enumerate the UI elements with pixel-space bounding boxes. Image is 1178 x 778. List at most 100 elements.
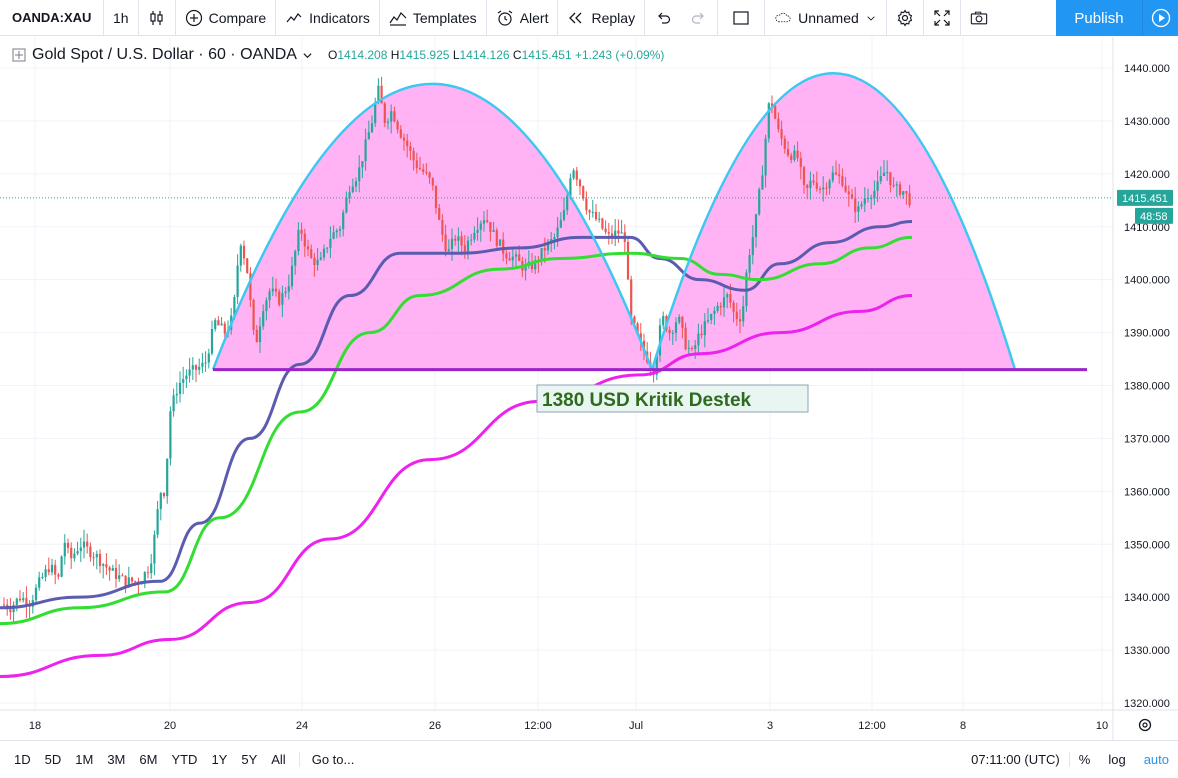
candle-body — [322, 248, 326, 258]
candle-body — [262, 311, 265, 327]
range-6m[interactable]: 6M — [139, 751, 158, 767]
price-tick-label: 1390.000 — [1124, 328, 1170, 340]
candle-body — [194, 365, 198, 370]
layout-name-button[interactable]: Unnamed — [765, 0, 887, 36]
templates-button[interactable]: Templates — [380, 0, 487, 36]
candle-body — [889, 172, 892, 186]
candle-body — [380, 85, 383, 104]
range-ytd[interactable]: YTD — [171, 751, 198, 767]
candle-body — [594, 211, 598, 220]
time-tick-label: 12:00 — [524, 720, 552, 732]
layout-button[interactable] — [718, 0, 766, 36]
range-1m[interactable]: 1M — [75, 751, 94, 767]
indicators-button[interactable]: Indicators — [276, 0, 380, 36]
goto-button[interactable]: Go to... — [298, 751, 362, 767]
candle-body — [604, 228, 607, 232]
candle-body — [463, 245, 466, 252]
candle-body — [726, 294, 729, 298]
candle-body — [271, 288, 274, 292]
candle-body — [543, 248, 546, 251]
snapshot-button[interactable] — [961, 0, 997, 36]
range-5d[interactable]: 5D — [44, 751, 62, 767]
fullscreen-button[interactable] — [924, 0, 961, 36]
candle-body — [473, 232, 476, 240]
price-chart[interactable]: 1440.000 1430.000 1420.000 1410.000 1400.000… — [0, 37, 1178, 740]
axis-settings-gear-icon[interactable] — [1138, 718, 1152, 732]
settings-button[interactable] — [887, 0, 924, 36]
candle-body — [201, 362, 204, 367]
legend-title[interactable]: Gold Spot / U.S. Dollar · 60 · OANDA — [32, 46, 297, 63]
symbol-search[interactable]: OANDA:XAU — [0, 0, 104, 36]
candle-body — [182, 379, 185, 383]
candle-body — [287, 286, 290, 292]
candle-body — [191, 365, 194, 370]
candle-body — [294, 251, 297, 266]
candle-body — [153, 534, 156, 564]
candle-body — [236, 265, 239, 297]
candle-body — [866, 198, 870, 200]
countdown-label: 48:58 — [1140, 211, 1168, 223]
log-toggle[interactable]: log — [1108, 752, 1126, 767]
candle-body — [316, 259, 319, 266]
candle-body — [601, 218, 604, 229]
publish-menu-button[interactable] — [1142, 0, 1178, 36]
auto-toggle[interactable]: auto — [1143, 752, 1169, 767]
candle-body — [79, 547, 82, 552]
range-1d[interactable]: 1D — [14, 751, 31, 767]
publish-button[interactable]: Publish — [1056, 0, 1142, 36]
chart-type-button[interactable] — [139, 0, 176, 36]
candle-body — [303, 233, 306, 247]
candle-body — [418, 168, 422, 170]
ma_mid-line — [0, 235, 913, 626]
candle-body — [761, 175, 764, 190]
range-5y[interactable]: 5Y — [241, 751, 258, 767]
candle-body — [742, 306, 745, 322]
redo-button[interactable] — [681, 0, 719, 36]
candle-body — [281, 293, 284, 305]
chevron-down-icon[interactable] — [303, 51, 312, 60]
interval-button[interactable]: 1h — [104, 0, 139, 36]
candle-body — [770, 103, 774, 107]
candle-body — [694, 345, 697, 349]
candle-body — [409, 146, 412, 151]
candle-body — [9, 609, 12, 613]
time-axis: 18 20 24 26 12:00 Jul 3 12:00 8 10 — [29, 718, 1152, 732]
candle-body — [249, 273, 252, 301]
expand-legend-icon[interactable] — [12, 48, 26, 62]
candle-body — [255, 329, 258, 343]
utc-clock[interactable]: 07:11:00 (UTC) — [962, 752, 1070, 767]
candle-body — [38, 577, 41, 588]
range-1y[interactable]: 1Y — [211, 751, 228, 767]
percent-toggle[interactable]: % — [1078, 752, 1091, 767]
candle-body — [518, 254, 521, 262]
close-value: 1415.451 — [521, 48, 572, 62]
candle-body — [25, 598, 28, 606]
candle-body — [111, 568, 114, 571]
candle-body — [185, 375, 188, 380]
undo-button[interactable] — [645, 0, 681, 36]
range-3m[interactable]: 3M — [107, 751, 126, 767]
candle-body — [47, 569, 50, 573]
cup-right-arc — [650, 72, 1017, 370]
play-circle-icon — [1151, 8, 1170, 28]
chart-area[interactable]: 1440.000 1430.000 1420.000 1410.000 1400.000… — [0, 37, 1178, 740]
candle-body — [210, 328, 214, 354]
range-all[interactable]: All — [271, 751, 286, 767]
candle-body — [178, 382, 182, 394]
candle-body — [169, 411, 172, 459]
candle-body — [793, 150, 796, 160]
replay-button[interactable]: Replay — [558, 0, 646, 36]
compare-button[interactable]: Compare — [176, 0, 277, 36]
candle-body — [783, 138, 786, 149]
candle-body — [758, 189, 761, 215]
candle-body — [18, 598, 22, 601]
alert-button[interactable]: Alert — [487, 0, 559, 36]
candles-icon — [149, 10, 163, 25]
candle-body — [777, 118, 780, 130]
candle-body — [706, 319, 710, 322]
last-price-label: 1415.451 — [1122, 193, 1168, 205]
candle-body — [121, 575, 124, 577]
time-tick-label: 20 — [164, 720, 176, 732]
candle-body — [447, 249, 450, 251]
candle-body — [585, 198, 588, 211]
